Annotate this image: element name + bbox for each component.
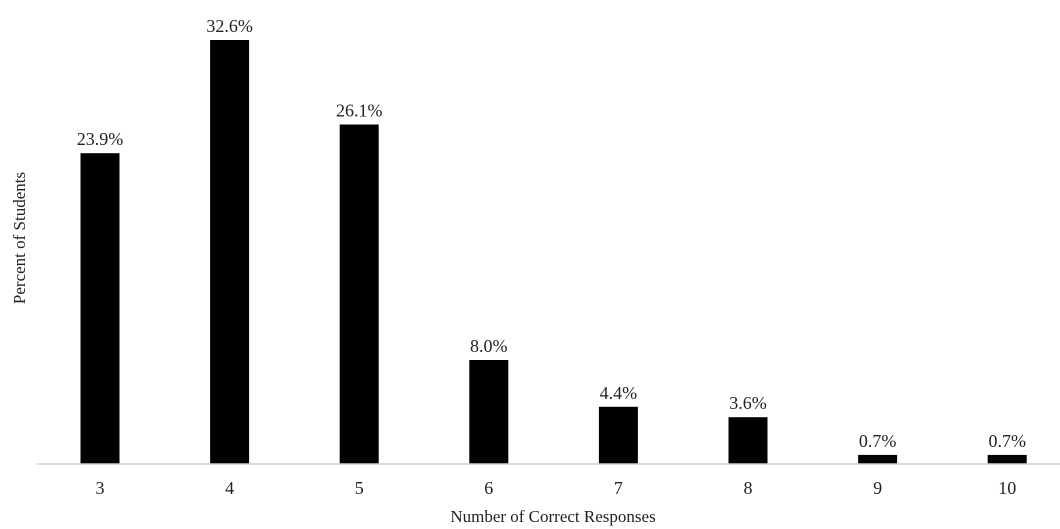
x-tick-label-3: 3 [96, 478, 105, 498]
x-tick-label-9: 9 [873, 478, 882, 498]
bar-10 [987, 454, 1027, 464]
data-label-9: 0.7% [859, 431, 897, 451]
bar-8 [728, 417, 768, 464]
bar-5 [339, 124, 379, 464]
bars-group [80, 40, 1027, 464]
bar-6 [469, 360, 509, 464]
bar-9 [858, 454, 898, 464]
data-labels-group: 23.9% 32.6% 26.1% 8.0% 4.4% 3.6% 0.7% 0.7% [77, 16, 1026, 451]
x-tick-label-7: 7 [614, 478, 623, 498]
data-label-3: 23.9% [77, 129, 124, 149]
x-tick-labels-group: 3 4 5 6 7 8 9 10 [96, 478, 1017, 498]
y-axis-title: Percent of Students [10, 172, 29, 304]
bar-7 [598, 406, 638, 464]
bar-4 [210, 40, 250, 464]
x-tick-label-10: 10 [998, 478, 1016, 498]
x-tick-label-6: 6 [484, 478, 493, 498]
x-axis-title: Number of Correct Responses [450, 507, 655, 526]
data-label-8: 3.6% [729, 393, 767, 413]
data-label-6: 8.0% [470, 336, 508, 356]
data-label-5: 26.1% [336, 101, 383, 121]
x-tick-label-4: 4 [225, 478, 234, 498]
bar-3 [80, 153, 120, 464]
x-tick-label-8: 8 [744, 478, 753, 498]
data-label-7: 4.4% [600, 383, 638, 403]
data-label-10: 0.7% [988, 431, 1026, 451]
x-tick-label-5: 5 [355, 478, 364, 498]
data-label-4: 32.6% [206, 16, 253, 36]
